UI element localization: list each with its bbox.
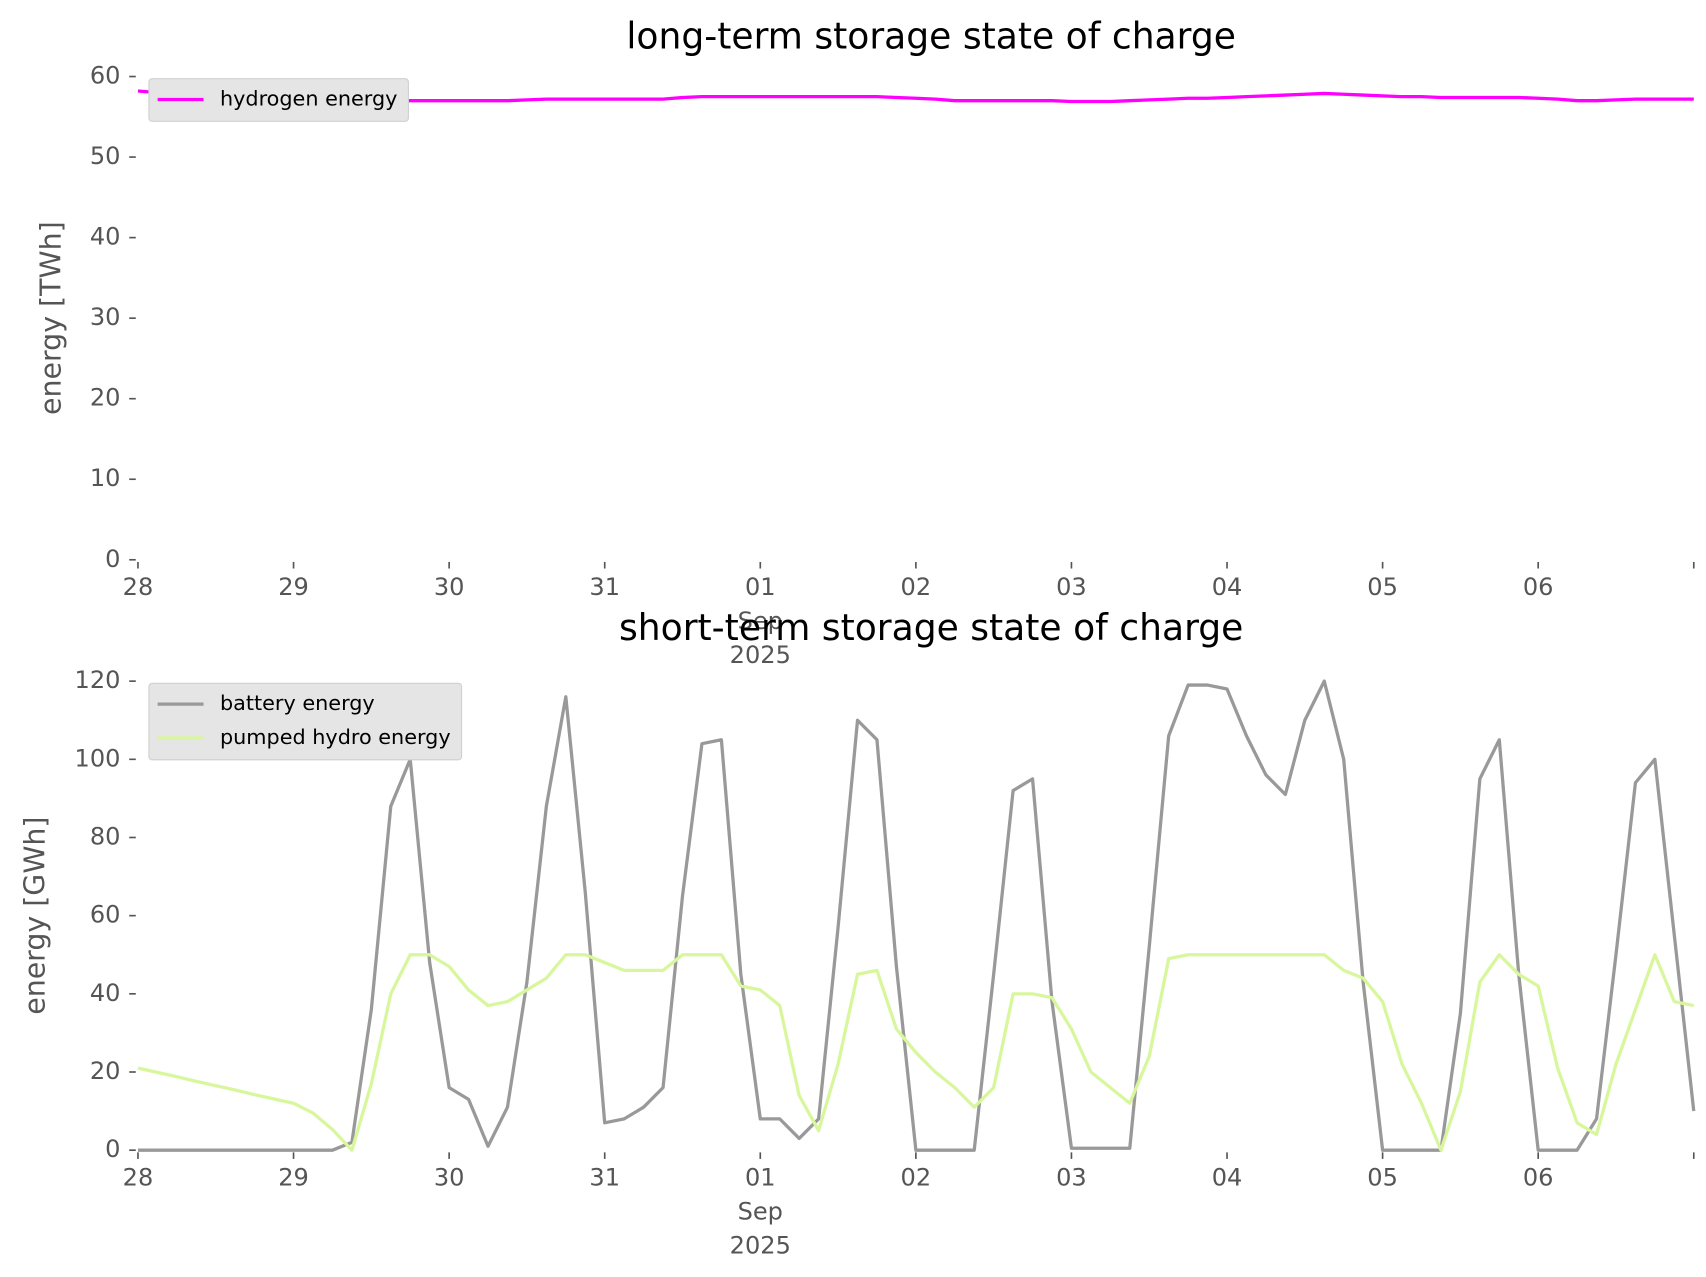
legend: hydrogen energy xyxy=(148,78,409,122)
y-tick-label: 60 xyxy=(90,62,121,90)
legend-label: hydrogen energy xyxy=(220,86,397,110)
x-tick-label: 01 Sep 2025 xyxy=(730,1164,791,1260)
x-tick-label: 29 xyxy=(278,573,309,601)
x-tick-label: 31 xyxy=(589,1164,620,1192)
series-line xyxy=(137,679,1696,1152)
tick-line: Sep xyxy=(738,607,783,635)
y-axis-label: energy [GWh] xyxy=(18,817,51,1015)
x-tick-label: 05 xyxy=(1367,573,1398,601)
x-tick-label: 03 xyxy=(1056,573,1087,601)
x-tick-label: 30 xyxy=(434,573,465,601)
legend-label: pumped hydro energy xyxy=(220,725,451,749)
y-tick-label: 80 xyxy=(90,822,121,850)
x-tick-label: 03 xyxy=(1056,1164,1087,1192)
y-tick-label: 120 xyxy=(75,666,121,694)
x-tick-label: 04 xyxy=(1212,1164,1243,1192)
x-tick-label: 06 xyxy=(1523,573,1554,601)
x-tick-label: 05 xyxy=(1367,1164,1398,1192)
y-tick-label: 100 xyxy=(75,744,121,772)
legend: battery energy pumped hydro energy xyxy=(148,682,463,761)
x-tick-label: 02 xyxy=(901,1164,932,1192)
tick-line: Sep xyxy=(738,1197,783,1225)
x-tick-label: 04 xyxy=(1212,573,1243,601)
tick-line: 2025 xyxy=(730,641,791,669)
legend-label: battery energy xyxy=(220,691,375,715)
y-tick-label: 50 xyxy=(90,142,121,170)
x-tick-label: 28 xyxy=(123,1164,154,1192)
legend-box xyxy=(148,682,463,761)
x-tick-label: 28 xyxy=(123,573,154,601)
y-tick-label: 30 xyxy=(90,303,121,331)
x-tick-label: 29 xyxy=(278,1164,309,1192)
y-tick-label: 0 xyxy=(105,1135,120,1163)
x-tick-label: 01 Sep 2025 xyxy=(730,573,791,669)
y-tick-label: 20 xyxy=(90,384,121,412)
chart-title: short-term storage state of charge xyxy=(619,607,1243,649)
x-tick-label: 06 xyxy=(1523,1164,1554,1192)
series-line xyxy=(137,953,1695,1152)
y-tick-label: 60 xyxy=(90,901,121,929)
y-tick-label: 40 xyxy=(90,979,121,1007)
tick-line: 01 xyxy=(745,1164,776,1192)
chart-title: long-term storage state of charge xyxy=(626,15,1236,57)
legend-box xyxy=(148,78,409,122)
tick-line: 01 xyxy=(745,573,776,601)
x-tick-label: 02 xyxy=(901,573,932,601)
y-tick-label: 40 xyxy=(90,223,121,251)
x-tick-label: 31 xyxy=(589,573,620,601)
y-tick-label: 10 xyxy=(90,464,121,492)
y-axis-label: energy [TWh] xyxy=(35,221,68,415)
tick-line: 2025 xyxy=(730,1231,791,1259)
x-tick-label: 30 xyxy=(434,1164,465,1192)
y-tick-label: 0 xyxy=(105,545,120,573)
y-tick-label: 20 xyxy=(90,1057,121,1085)
